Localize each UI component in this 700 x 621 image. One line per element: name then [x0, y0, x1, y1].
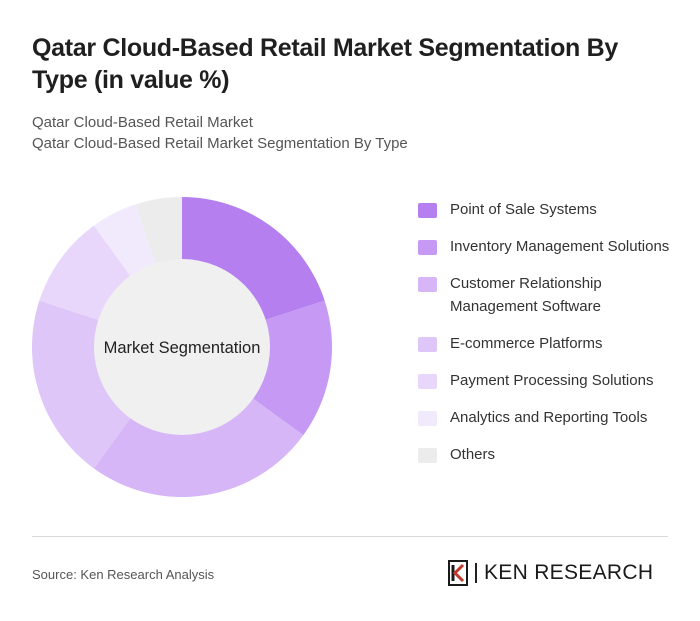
chart-legend: Point of Sale Systems Inventory Managemen…	[418, 198, 678, 466]
legend-swatch	[418, 240, 437, 255]
legend-swatch	[418, 448, 437, 463]
legend-swatch	[418, 203, 437, 218]
chart-title: Qatar Cloud-Based Retail Market Segmenta…	[32, 34, 619, 94]
legend-item: E-commerce Platforms	[418, 332, 678, 355]
footer-divider	[32, 536, 668, 537]
legend-swatch	[418, 337, 437, 352]
legend-label: E-commerce Platforms	[450, 335, 603, 352]
ken-research-logo-icon	[448, 560, 468, 586]
legend-label: Point of Sale Systems	[450, 201, 597, 218]
legend-label: Analytics and Reporting Tools	[450, 409, 648, 426]
legend-swatch	[418, 411, 437, 426]
brand-logo: KEN RESEARCH	[447, 559, 653, 587]
chart-subtitle-segmentation: Qatar Cloud-Based Retail Market Segmenta…	[32, 135, 408, 152]
source-note: Source: Ken Research Analysis	[32, 567, 215, 582]
legend-swatch	[418, 374, 437, 389]
donut-chart-svg: Market Segmentation	[31, 197, 333, 497]
legend-item: Payment Processing Solutions	[418, 369, 678, 392]
chart-subtitle-market: Qatar Cloud-Based Retail Market	[32, 114, 253, 131]
legend-item: Analytics and Reporting Tools	[418, 406, 678, 429]
donut-center	[94, 259, 270, 435]
legend-label: Inventory Management Solutions	[450, 238, 670, 255]
legend-swatch	[418, 277, 437, 292]
legend-item: Customer Relationship Management Softwar…	[418, 272, 678, 318]
legend-item: Inventory Management Solutions	[418, 235, 678, 258]
legend-item: Point of Sale Systems	[418, 198, 678, 221]
brand-separator	[475, 563, 477, 583]
donut-center-label: Market Segmentation	[104, 339, 261, 357]
donut-chart: Market Segmentation	[30, 195, 334, 499]
legend-label: Customer Relationship Management Softwar…	[450, 275, 602, 315]
legend-label: Payment Processing Solutions	[450, 372, 654, 389]
legend-label: Others	[450, 446, 496, 463]
brand-name: KEN RESEARCH	[484, 561, 654, 584]
legend-item: Others	[418, 443, 678, 466]
